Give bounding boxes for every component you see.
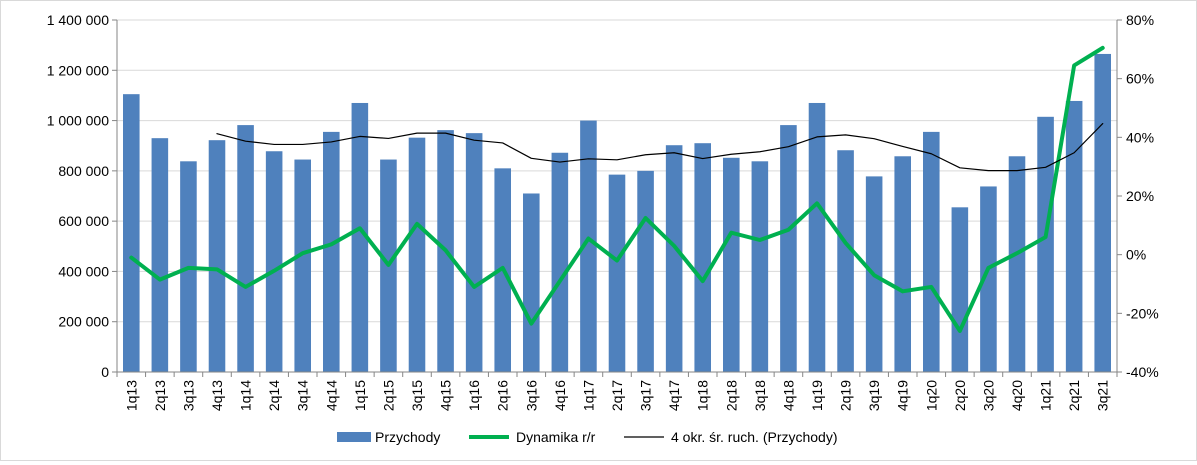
bar-przychody (351, 102, 369, 372)
x-tick-label: 2q21 (1066, 380, 1082, 411)
x-tick-label: 3q14 (295, 380, 311, 411)
x-tick-label: 1q18 (695, 380, 711, 411)
x-tick-label: 3q18 (752, 380, 768, 411)
y-right-tick-label: 20% (1126, 188, 1154, 204)
x-tick-label: 2q18 (723, 380, 739, 411)
bar-przychody (323, 131, 340, 372)
legend-label-przychody: Przychody (375, 429, 440, 445)
x-tick-label: 1q15 (352, 380, 368, 411)
y-right-tick-label: -40% (1126, 364, 1159, 380)
bar-przychody (923, 131, 940, 372)
legend-swatch-przychody (337, 432, 371, 442)
x-tick-label: 1q20 (923, 380, 939, 411)
bar-przychody (151, 138, 169, 372)
bar-przychody (1094, 53, 1111, 372)
x-tick-label: 4q16 (552, 380, 568, 411)
bar-przychody (408, 137, 426, 372)
y-right-tick-label: 80% (1126, 12, 1154, 28)
x-tick-label: 1q21 (1038, 380, 1054, 411)
bar-przychody (808, 102, 826, 372)
x-tick-label: 1q13 (123, 380, 139, 411)
x-tick-label: 1q17 (580, 380, 596, 411)
y-left-tick-label: 1 000 000 (47, 113, 109, 129)
axes (112, 19, 1122, 377)
x-tick-label: 2q14 (266, 380, 282, 411)
x-tick-label: 4q19 (895, 380, 911, 411)
legend-label-dynamika: Dynamika r/r (516, 429, 596, 445)
y-left-tick-label: 400 000 (58, 263, 109, 279)
legend-label-moving-average: 4 okr. śr. ruch. (Przychody) (671, 429, 838, 445)
bar-przychody (694, 143, 711, 372)
legend: Przychody Dynamika r/r 4 okr. śr. ruch. (P… (337, 429, 838, 445)
bar-przychody (580, 120, 597, 372)
bar-przychody (551, 152, 569, 372)
bar-przychody (780, 125, 797, 373)
bar-przychody (723, 157, 740, 372)
bar-przychody (465, 133, 483, 372)
bar-przychody (123, 94, 140, 373)
lines (129, 45, 1105, 333)
y-left-tick-label: 0 (101, 364, 109, 380)
line-moving-average (216, 122, 1104, 172)
y-right-tick-label: 60% (1126, 71, 1154, 87)
bar-przychody (751, 161, 769, 372)
x-tick-label: 4q20 (1009, 380, 1025, 411)
x-tick-label: 2q13 (152, 380, 168, 411)
x-tick-label: 2q15 (380, 380, 396, 411)
x-tick-label: 4q15 (438, 380, 454, 411)
bar-przychody (1065, 100, 1083, 373)
x-tick-label: 2q19 (838, 380, 854, 411)
x-tick-label: 3q21 (1095, 380, 1111, 411)
bar-przychody (1008, 156, 1026, 372)
x-tick-label: 1q14 (238, 380, 254, 411)
x-tick-label: 3q19 (866, 380, 882, 411)
x-tick-label: 3q16 (523, 380, 539, 411)
line-dynamika (129, 45, 1105, 333)
x-tick-label: 4q14 (323, 380, 339, 411)
bar-przychody (951, 207, 969, 372)
y-left-tick-label: 800 000 (58, 163, 109, 179)
y-left-tick-label: 1 400 000 (47, 12, 109, 28)
x-tick-label: 2q16 (495, 380, 511, 411)
x-tick-label: 4q17 (666, 380, 682, 411)
bar-przychody (208, 140, 226, 372)
x-tick-label: 2q17 (609, 380, 625, 411)
bar-przychody (237, 125, 254, 373)
x-tick-label: 2q20 (952, 380, 968, 411)
bar-przychody (894, 156, 911, 372)
x-tick-label: 4q18 (780, 380, 796, 411)
x-tick-label: 1q16 (466, 380, 482, 411)
y-right-tick-label: 40% (1126, 129, 1154, 145)
tick-labels: 0 200 000 400 000 600 000 800 000 1 000 000 1 … (47, 12, 1159, 411)
bar-przychody (665, 145, 683, 372)
y-right-tick-label: 0% (1126, 247, 1146, 263)
x-tick-label: 4q13 (209, 380, 225, 411)
bar-przychody (608, 174, 626, 372)
y-left-tick-label: 600 000 (58, 213, 109, 229)
y-left-tick-label: 200 000 (58, 314, 109, 330)
bar-przychody (837, 150, 854, 372)
bar-przychody (523, 193, 540, 372)
y-left-tick-label: 1 200 000 (47, 62, 109, 78)
bar-przychody (637, 170, 654, 372)
x-tick-label: 3q17 (638, 380, 654, 411)
x-tick-label: 1q19 (809, 380, 825, 411)
bar-przychody (1037, 116, 1054, 372)
x-tick-label: 3q15 (409, 380, 425, 411)
bar-przychody (265, 151, 283, 372)
x-tick-label: 3q13 (180, 380, 196, 411)
x-tick-label: 3q20 (980, 380, 996, 411)
bar-przychody (980, 186, 997, 372)
y-right-tick-label: -20% (1126, 305, 1159, 321)
bar-przychody (294, 159, 311, 372)
